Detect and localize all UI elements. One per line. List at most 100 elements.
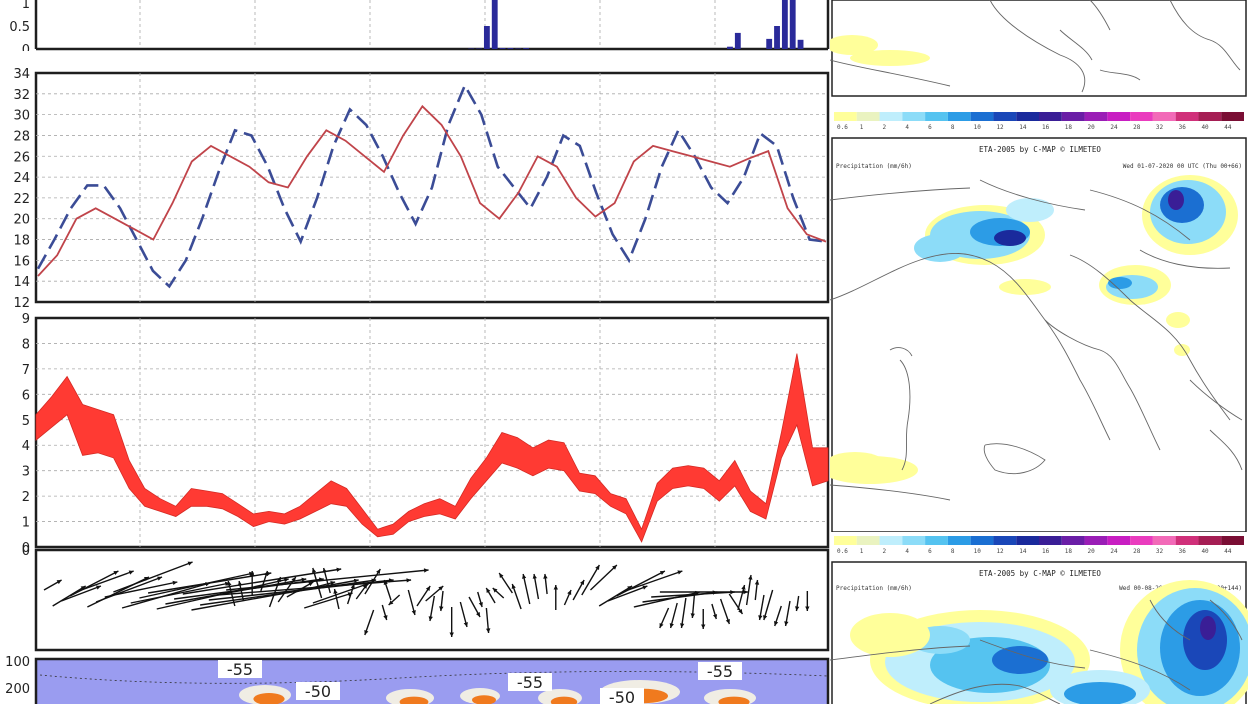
map1-scale-swatch xyxy=(1107,112,1130,121)
temp-ytick: 32 xyxy=(13,88,30,103)
precip-bar xyxy=(492,0,498,49)
map3-subtitle-left: Precipitation (mm/6h) xyxy=(836,585,912,592)
waves-ytick: 4 xyxy=(22,439,30,454)
map2-precip-area xyxy=(1168,190,1184,210)
precip-bar xyxy=(507,48,513,49)
map2-precip-area xyxy=(914,234,966,262)
precipitation-panel: 00.51 xyxy=(0,0,830,71)
map2-gap xyxy=(830,532,1248,534)
precip-bg xyxy=(36,0,828,49)
map2-scale-label: 28 xyxy=(1133,548,1141,555)
precip-bar xyxy=(727,47,733,49)
contour-label: -50 xyxy=(305,682,331,701)
map2-scale-label: 10 xyxy=(974,548,982,555)
map2-scale-label: 2 xyxy=(883,548,887,555)
map2-scale-swatch xyxy=(1176,536,1199,545)
map1-scale-swatch xyxy=(857,112,880,121)
map1-scale-swatch xyxy=(1153,112,1176,121)
map2-scale-swatch xyxy=(1221,536,1244,545)
map2-subtitle-left: Precipitation (mm/6h) xyxy=(836,163,912,170)
temp-ytick: 12 xyxy=(13,296,30,311)
map1-scale-swatch xyxy=(880,112,903,121)
waves-ytick: 9 xyxy=(22,312,30,327)
temp-ytick: 16 xyxy=(13,254,30,269)
precip-bar xyxy=(766,39,772,49)
map3-title: ETA-2005 by C-MAP © ILMETEO xyxy=(979,569,1101,578)
map2-scale-swatch xyxy=(1153,536,1176,545)
map2-scale-swatch xyxy=(948,536,971,545)
map1-scale-swatch xyxy=(902,112,925,121)
map3-precip-area xyxy=(1200,616,1216,640)
map1-scale-swatch xyxy=(1062,112,1085,121)
map2-scale-label: 16 xyxy=(1042,548,1050,555)
temp-ytick: 28 xyxy=(13,129,30,144)
map2-precip-area xyxy=(1166,312,1190,328)
map1-scale-label: 40 xyxy=(1201,124,1209,131)
precip-bar xyxy=(484,26,490,49)
map1-scale-swatch xyxy=(1176,112,1199,121)
map2-scale-swatch xyxy=(925,536,948,545)
map2-scale-swatch xyxy=(902,536,925,545)
map2-scale-label: 24 xyxy=(1110,548,1118,555)
temp-ytick: 26 xyxy=(13,150,30,165)
map1-frame xyxy=(832,0,1246,96)
map2-title: ETA-2005 by C-MAP © ILMETEO xyxy=(979,145,1101,154)
map1-scale-label: 16 xyxy=(1042,124,1050,131)
precip-ytick: 0.5 xyxy=(9,20,30,35)
map1-scale-label: 12 xyxy=(996,124,1004,131)
map2-scale-swatch xyxy=(1016,536,1039,545)
map1-scale-swatch xyxy=(1016,112,1039,121)
temp-ytick: 24 xyxy=(13,171,30,186)
map2-precip-area xyxy=(1174,344,1190,356)
temp-ytick: 18 xyxy=(13,234,30,249)
map1-scale-label: 18 xyxy=(1065,124,1073,131)
waves-ytick: 7 xyxy=(22,363,30,378)
map2-scale-swatch xyxy=(1107,536,1130,545)
temp-series-line xyxy=(38,106,826,276)
precip-bar xyxy=(500,48,506,49)
map2-scale-label: 18 xyxy=(1065,548,1073,555)
map1-scale-label: 4 xyxy=(905,124,909,131)
map1-scale-swatch xyxy=(1221,112,1244,121)
map1-scale-swatch xyxy=(1039,112,1062,121)
map3-precip-area xyxy=(850,613,930,657)
temp-ytick: 20 xyxy=(13,213,30,228)
wind-top-tick: 0 xyxy=(22,544,30,559)
precip-ytick: 1 xyxy=(22,0,30,12)
upper-air-ytick: 100 xyxy=(5,655,30,670)
map2-scale-swatch xyxy=(1085,536,1108,545)
map1-scale-label: 14 xyxy=(1019,124,1027,131)
map2-scale-swatch xyxy=(1130,536,1153,545)
map2-scale-label: 8 xyxy=(951,548,955,555)
map2-scale-swatch xyxy=(1039,536,1062,545)
temp-ytick: 14 xyxy=(13,275,30,290)
precip-bar xyxy=(790,0,796,49)
precip-bar xyxy=(735,33,741,49)
waves-ytick: 8 xyxy=(22,337,30,352)
map1-scale-label: 36 xyxy=(1179,124,1187,131)
waves-ytick: 2 xyxy=(22,490,30,505)
map1-scale-swatch xyxy=(1130,112,1153,121)
map2-scale-swatch xyxy=(880,536,903,545)
precip-bar xyxy=(782,0,788,49)
panel-gap xyxy=(0,51,830,71)
map1-scale-label: 10 xyxy=(974,124,982,131)
map-panel-3: ETA-2005 by C-MAP © ILMETEO Precipitation… xyxy=(830,562,1248,704)
map1-scale-label: 8 xyxy=(951,124,955,131)
map2-scale-swatch xyxy=(834,536,857,545)
temp-ytick: 34 xyxy=(13,67,30,82)
map1-scale-swatch xyxy=(1085,112,1108,121)
map1-scale-swatch xyxy=(993,112,1016,121)
waves-ytick: 5 xyxy=(22,414,30,429)
map1-scale-label: 20 xyxy=(1088,124,1096,131)
map1-scale-swatch xyxy=(925,112,948,121)
map-panel-2: ETA-2005 by C-MAP © ILMETEO Precipitation… xyxy=(830,138,1248,555)
contour-label: -50 xyxy=(609,688,635,704)
map2-precip-area xyxy=(994,230,1026,246)
map2-scale-swatch xyxy=(993,536,1016,545)
